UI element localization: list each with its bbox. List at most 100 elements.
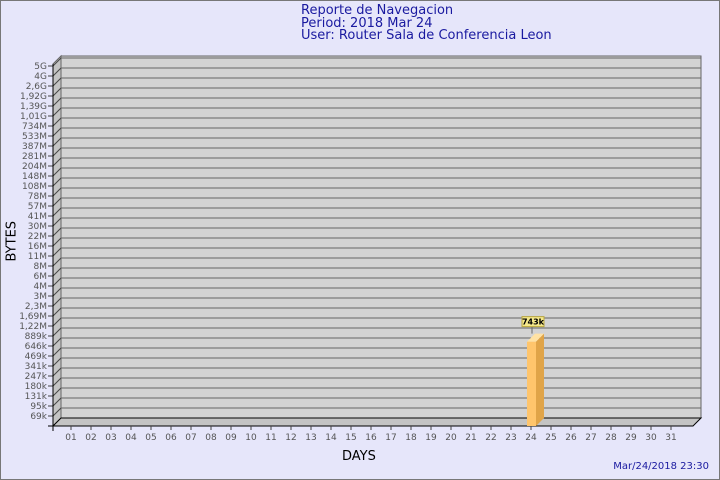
y-tick-label: 341k <box>25 362 48 372</box>
y-gridline-side <box>52 237 62 247</box>
y-gridline-side <box>52 297 62 307</box>
y-tick-label: 5G <box>34 62 47 72</box>
x-tick-label: 18 <box>405 433 417 443</box>
x-tick-label: 30 <box>645 433 657 443</box>
x-tick-label: 06 <box>165 433 177 443</box>
y-tick-label: 469k <box>25 352 48 362</box>
x-tick-label: 04 <box>125 433 137 443</box>
bar-24 <box>527 341 536 426</box>
data-label-box <box>521 316 545 328</box>
y-tick-label: 1,22M <box>19 322 47 332</box>
plot-back-wall <box>60 55 702 419</box>
x-tick-label: 29 <box>625 433 637 443</box>
y-tick-label: 889k <box>25 332 48 342</box>
x-tick-label: 20 <box>445 433 457 443</box>
y-tick-label: 4M <box>34 282 48 292</box>
y-gridline-side <box>52 167 62 177</box>
y-gridline-side <box>52 127 62 137</box>
y-gridline-side <box>52 307 62 317</box>
y-tick-label: 4G <box>34 72 47 82</box>
y-tick-label: 1,69M <box>19 312 47 322</box>
y-gridline-side <box>52 227 62 237</box>
y-gridline-side <box>52 57 62 67</box>
x-tick-label: 03 <box>105 433 116 443</box>
y-tick-label: 57M <box>28 202 47 212</box>
y-tick-label: 533M <box>22 132 47 142</box>
y-gridline-side <box>52 407 62 417</box>
timestamp: Mar/24/2018 23:30 <box>613 461 709 472</box>
y-gridline-side <box>52 267 62 277</box>
y-tick-label: 78M <box>28 192 47 202</box>
y-tick-label: 247k <box>25 372 48 382</box>
y-gridline-side <box>52 357 62 367</box>
y-tick-label: 281M <box>22 152 47 162</box>
y-tick-label: 2,3M <box>25 302 47 312</box>
x-tick-label: 27 <box>585 433 596 443</box>
y-gridline-side <box>52 187 62 197</box>
y-gridline-side <box>52 177 62 187</box>
x-tick-label: 21 <box>465 433 476 443</box>
bar-side-24 <box>536 333 544 426</box>
x-tick-label: 19 <box>425 433 437 443</box>
x-tick-label: 09 <box>225 433 237 443</box>
y-gridline-side <box>52 317 62 327</box>
y-tick-label: 1,92G <box>20 92 47 102</box>
x-tick-label: 24 <box>525 433 537 443</box>
y-gridline-side <box>52 277 62 287</box>
x-tick-label: 07 <box>185 433 196 443</box>
y-gridline-side <box>52 77 62 87</box>
y-tick-label: 646k <box>25 342 48 352</box>
x-axis-title: DAYS <box>342 449 376 464</box>
x-tick-label: 14 <box>325 433 337 443</box>
y-gridline-side <box>52 67 62 77</box>
x-tick-label: 28 <box>605 433 617 443</box>
y-tick-label: 16M <box>28 242 47 252</box>
y-tick-label: 148M <box>22 172 47 182</box>
y-tick-label: 8M <box>34 262 48 272</box>
y-gridline-side <box>52 97 62 107</box>
y-gridline-side <box>52 367 62 377</box>
y-gridline-side <box>52 217 62 227</box>
y-gridline-side <box>52 197 62 207</box>
y-gridline-side <box>52 247 62 257</box>
y-tick-label: 22M <box>28 232 47 242</box>
y-gridline-side <box>52 137 62 147</box>
x-tick-label: 17 <box>385 433 396 443</box>
data-label: 743k <box>522 318 545 327</box>
y-gridline-side <box>52 337 62 347</box>
y-gridline-side <box>52 327 62 337</box>
y-gridline-side <box>52 257 62 267</box>
y-gridline-side <box>52 117 62 127</box>
y-tick-label: 6M <box>34 272 48 282</box>
x-tick-label: 16 <box>365 433 377 443</box>
y-tick-label: 2,6G <box>26 82 47 92</box>
bar-top-24 <box>527 333 544 342</box>
x-tick-label: 11 <box>265 433 276 443</box>
x-tick-label: 13 <box>305 433 316 443</box>
x-tick-label: 10 <box>245 433 257 443</box>
y-tick-label: 30M <box>28 222 47 232</box>
x-tick-label: 22 <box>485 433 496 443</box>
chart-title: Reporte de Navegacion <box>301 3 454 18</box>
y-tick-label: 131k <box>25 392 48 402</box>
y-tick-label: 41M <box>28 212 47 222</box>
y-gridline-side <box>52 147 62 157</box>
y-tick-label: 3M <box>34 292 48 302</box>
x-tick-label: 25 <box>545 433 556 443</box>
x-tick-label: 31 <box>665 433 676 443</box>
y-tick-label: 11M <box>28 252 47 262</box>
x-tick-label: 26 <box>565 433 577 443</box>
y-tick-label: 734M <box>22 122 47 132</box>
plot-floor <box>51 417 703 427</box>
y-gridline-side <box>52 87 62 97</box>
period-subtitle: Period: 2018 Mar 24 <box>301 16 433 31</box>
x-tick-label: 15 <box>345 433 356 443</box>
y-tick-label: 95k <box>30 402 47 412</box>
y-gridline-side <box>52 387 62 397</box>
y-axis-title: BYTES <box>4 220 20 262</box>
y-gridline-side <box>52 107 62 117</box>
user-subtitle: User: Router Sala de Conferencia Leon <box>301 28 552 43</box>
x-tick-label: 23 <box>505 433 516 443</box>
x-tick-label: 02 <box>85 433 96 443</box>
